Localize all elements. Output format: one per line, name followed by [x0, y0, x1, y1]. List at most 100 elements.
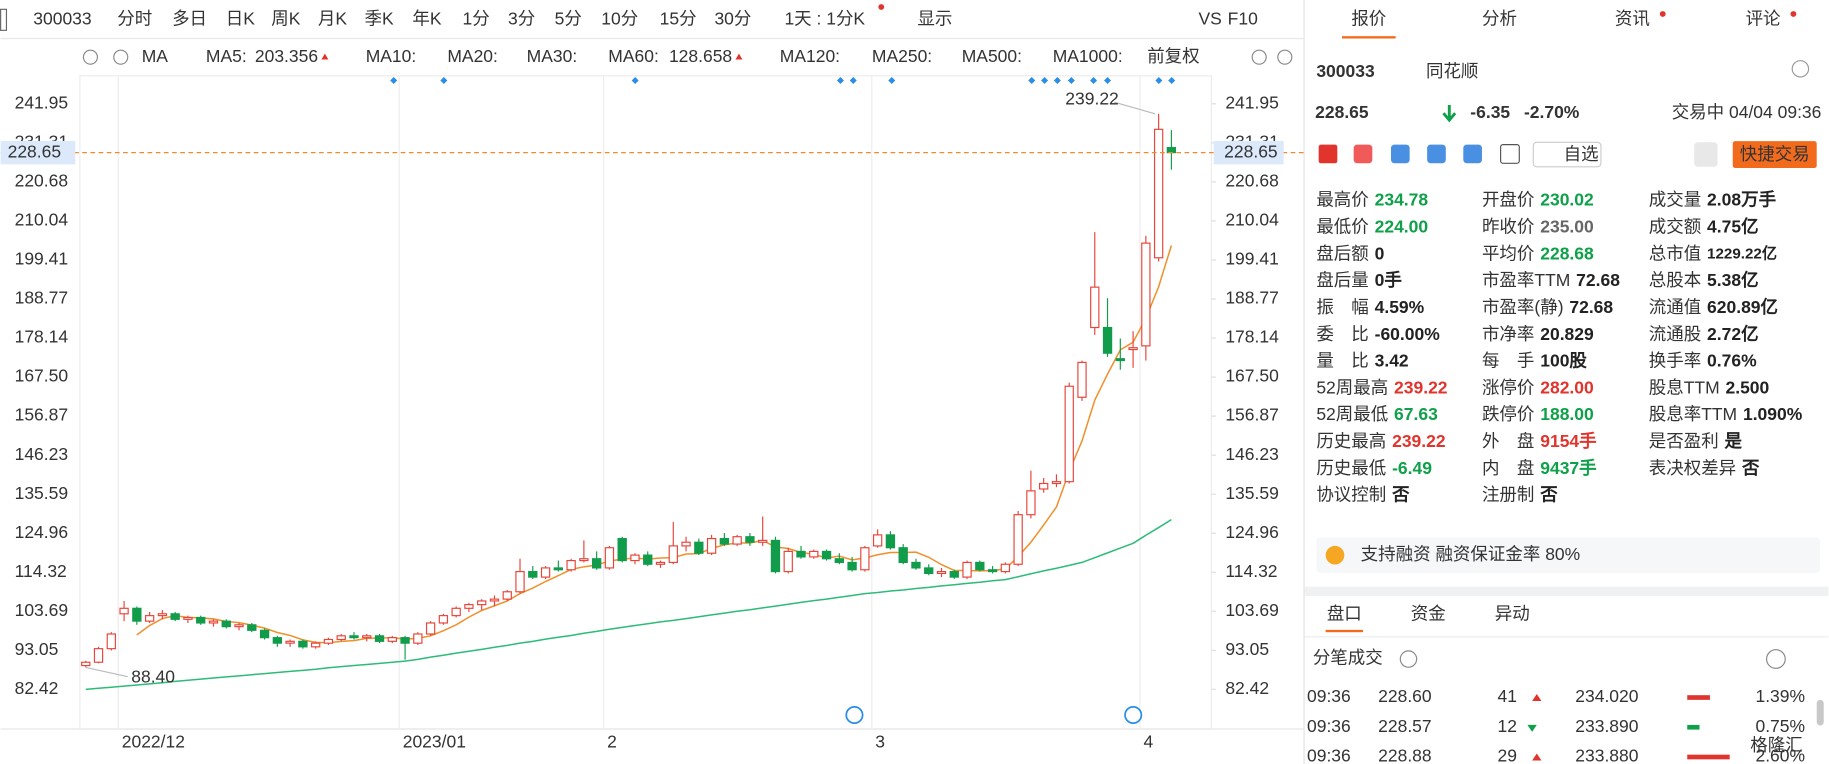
period-tab[interactable]: 30分	[714, 8, 751, 28]
sidebar-toggle[interactable]	[0, 8, 8, 31]
ma-inactive[interactable]: MA120:	[780, 46, 840, 66]
scrollbar[interactable]	[1816, 699, 1824, 726]
event-diamond	[1104, 76, 1112, 84]
candle-body	[387, 637, 397, 642]
alert-button[interactable]	[1694, 142, 1718, 167]
ma-line	[85, 518, 1172, 691]
stat-value: 否	[1539, 484, 1558, 504]
lower-tab[interactable]: 异动	[1495, 603, 1530, 623]
tool-icon[interactable]	[1353, 144, 1373, 164]
trade-label[interactable]: 快捷交易	[1740, 144, 1810, 164]
info-icon[interactable]	[1399, 650, 1418, 668]
stat-label: 盘后额	[1316, 243, 1368, 263]
stat-value: 228.68	[1540, 243, 1594, 263]
candle-body	[1013, 514, 1023, 565]
candle-body	[617, 537, 627, 562]
period-tab[interactable]: 15分	[660, 8, 697, 28]
trade-bar	[1687, 724, 1700, 730]
ma-inactive[interactable]: MA10:	[366, 46, 417, 66]
period-tab[interactable]: 10分	[601, 8, 638, 28]
period-tab[interactable]: 季K	[365, 8, 394, 28]
watch-button[interactable]	[1532, 141, 1602, 168]
close-icon[interactable]	[113, 49, 129, 65]
period-tab[interactable]: 年K	[412, 8, 441, 28]
ma-inactive[interactable]: MA250:	[872, 46, 932, 66]
more-icon[interactable]	[1765, 649, 1786, 669]
tool-icon[interactable]	[1390, 144, 1410, 164]
zoom-in-icon[interactable]	[1277, 49, 1293, 65]
candle-body	[706, 537, 717, 554]
candle-body	[413, 633, 423, 644]
stat-label: 外 盘	[1482, 431, 1534, 451]
tool-icon[interactable]	[1427, 144, 1446, 164]
period-tab[interactable]: 3分	[508, 8, 535, 28]
settings-icon[interactable]	[1791, 60, 1810, 78]
vs-button[interactable]: VS	[1199, 8, 1222, 28]
candle-body	[1090, 286, 1100, 329]
period-tab[interactable]: 周K	[271, 8, 300, 28]
candle-body	[1141, 242, 1151, 347]
period-tab[interactable]: 多日	[172, 8, 207, 28]
y-tick-label-right: 210.04	[1225, 210, 1279, 230]
stat-value: 3.42	[1375, 350, 1409, 370]
candle-body	[1128, 347, 1138, 351]
stat-row: 最高价 234.78	[1316, 189, 1428, 209]
ma-inactive[interactable]: MA500:	[962, 46, 1022, 66]
candle-body	[1153, 128, 1164, 259]
ma-inactive[interactable]: MA20:	[447, 46, 498, 66]
stat-value: 5.38亿	[1707, 270, 1759, 290]
candle-body	[987, 569, 998, 573]
y-tick-label-right: 135.59	[1225, 483, 1278, 503]
panel-tab[interactable]: 报价	[1351, 8, 1386, 28]
settings-icon[interactable]	[82, 49, 99, 65]
period-tab[interactable]: 5分	[555, 8, 582, 28]
candle-body	[323, 638, 334, 644]
stat-row: 振 幅 4.59%	[1316, 297, 1424, 317]
candle-body	[502, 591, 512, 600]
candle-body	[1166, 147, 1177, 154]
display-menu[interactable]: 显示	[917, 8, 952, 28]
candle-body	[872, 534, 883, 547]
event-icon[interactable]	[1124, 705, 1143, 725]
period-tab[interactable]: 日K	[226, 8, 255, 28]
lower-tab[interactable]: 资金	[1411, 603, 1446, 623]
period-tab[interactable]: 月K	[318, 8, 347, 28]
event-icon[interactable]	[845, 705, 864, 725]
stat-label: 振 幅	[1316, 297, 1368, 317]
stat-value: 9437手	[1540, 458, 1596, 478]
candle-body	[949, 571, 959, 578]
zoom-out-icon[interactable]	[1251, 49, 1267, 65]
period-select[interactable]: 1天 : 1分K	[784, 8, 865, 28]
flag-icon[interactable]	[1318, 144, 1338, 164]
lower-tab[interactable]: 盘口	[1327, 603, 1362, 623]
ma-inactive[interactable]: MA30:	[527, 46, 578, 66]
candle-body	[540, 567, 551, 578]
stat-value: 234.78	[1375, 189, 1429, 209]
candle-body	[1051, 481, 1062, 485]
y-tick-label-left: 93.05	[15, 639, 59, 659]
y-tick-label-left: 156.87	[15, 405, 68, 425]
candle-body	[809, 550, 819, 558]
stat-label: 涨停价	[1482, 377, 1534, 397]
panel-tab[interactable]: 评论	[1746, 8, 1781, 28]
candle-body	[170, 613, 180, 620]
trade-button[interactable]	[1732, 141, 1817, 168]
panel-tab[interactable]: 分析	[1482, 8, 1517, 28]
tool-icon[interactable]	[1463, 144, 1482, 164]
ma-adjust[interactable]: 前复权	[1147, 46, 1199, 66]
stat-row: 成交量 2.08万手	[1649, 189, 1776, 209]
candle-body	[425, 622, 436, 635]
event-diamond	[1053, 76, 1061, 84]
ma-inactive[interactable]: MA1000:	[1053, 46, 1123, 66]
stat-row: 外 盘 9154手	[1482, 431, 1597, 451]
period-tab[interactable]: 分时	[117, 8, 152, 28]
tool-icon[interactable]	[1500, 144, 1520, 164]
trade-time: 09:36	[1307, 716, 1351, 736]
candle-body	[93, 648, 104, 663]
stat-row: 是否盈利是	[1649, 431, 1743, 451]
candle-body	[821, 550, 832, 560]
panel-tab[interactable]: 资讯	[1615, 8, 1650, 28]
period-tab[interactable]: 1分	[463, 8, 490, 28]
f10-button[interactable]: F10	[1228, 8, 1258, 28]
